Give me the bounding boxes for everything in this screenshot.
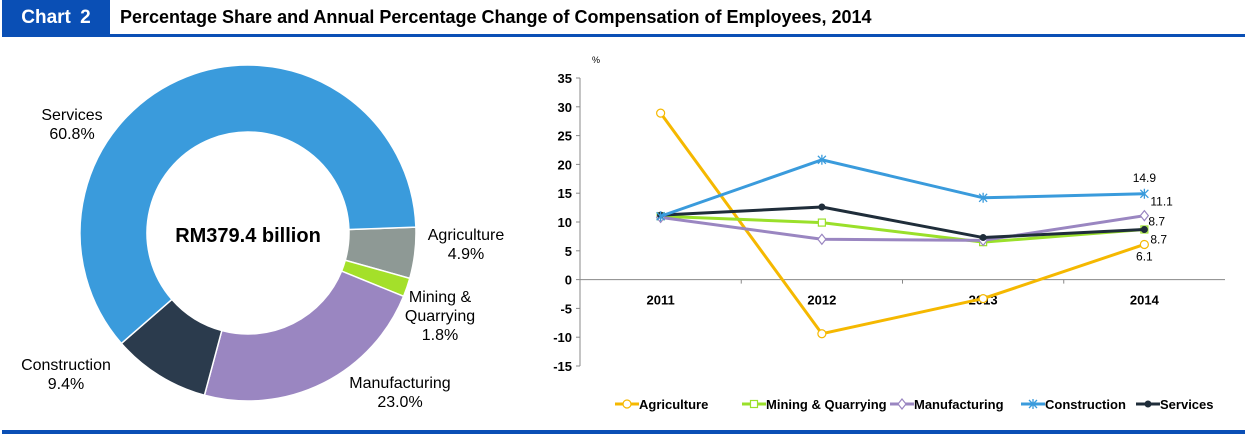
legend-item: Manufacturing [890,397,1004,412]
marker-circle [978,294,988,304]
slice-name: Construction [21,357,111,374]
y-tick-label: 30 [558,100,572,115]
series-agriculture [656,108,1149,339]
end-data-label: 6.1 [1136,249,1153,263]
series-line [660,158,1145,218]
marker-star [978,192,988,203]
marker-dot [818,203,826,211]
slice-name: Services [41,107,102,124]
y-tick-label: 25 [558,129,572,144]
series-line [660,214,1145,244]
slice-label: Construction 9.4% [21,357,111,393]
end-data-label: 8.7 [1148,214,1165,228]
legend-label: Manufacturing [914,397,1004,412]
footer-divider [2,430,1245,434]
donut-slice-services [79,64,417,345]
marker-star [656,211,666,222]
donut-slice-manufacturing [203,270,405,402]
end-data-label: 11.1 [1150,195,1173,209]
legend-item: Mining & Quarrying [742,397,887,412]
marker-dot [979,234,987,242]
slice-value: 23.0% [377,394,422,411]
chart-number: Chart 2 [2,0,110,35]
end-data-label: 8.7 [1150,232,1167,246]
header-divider [2,34,1245,37]
legend-item: Services [1136,397,1214,412]
legend-item: Agriculture [615,397,708,412]
marker-diamond [817,233,827,246]
series-line [659,112,1145,336]
marker-diamond [897,398,907,410]
y-tick-label: -10 [553,330,572,345]
marker-square [749,399,759,409]
slice-name: Manufacturing [349,375,450,392]
marker-star [1028,399,1038,409]
slice-label: Mining & Quarrying 1.8% [405,289,475,344]
legend-label: Mining & Quarrying [766,397,887,412]
marker-star [817,154,827,165]
x-tick-label: 2011 [647,293,675,308]
slice-value: 9.4% [48,376,84,393]
y-tick-label: -15 [553,359,572,374]
slice-label: Services 60.8% [41,107,102,143]
slice-name: Quarrying [405,308,475,325]
legend-label: Agriculture [639,397,708,412]
slice-name: Mining & [409,289,472,306]
slice-label: Manufacturing 23.0% [349,375,450,411]
legend-label: Services [1160,397,1214,412]
marker-circle [656,108,666,118]
slice-value: 1.8% [422,327,458,344]
marker-diamond [1139,209,1150,222]
marker-dot [1140,225,1148,233]
x-tick-label: 2012 [807,293,836,308]
slice-value: 4.9% [448,246,484,263]
slice-label: Agriculture 4.9% [428,227,505,263]
y-tick-label: -5 [560,301,572,316]
y-tick-label: 35 [558,71,572,86]
slice-value: 60.8% [49,126,94,143]
y-tick-label: 20 [558,157,572,172]
series-line [660,214,1145,242]
y-axis-label: % [592,55,600,65]
marker-dot [1144,400,1152,408]
chart-title: Percentage Share and Annual Percentage C… [120,7,872,27]
donut-center-label: RM379.4 billion [175,225,321,247]
x-tick-label: 2014 [1130,293,1160,308]
y-tick-label: 5 [565,244,572,259]
legend-label: Construction [1045,397,1126,412]
series-construction [656,154,1149,222]
marker-circle [622,399,632,409]
marker-star [1139,188,1149,199]
marker-circle [817,329,827,339]
end-data-label: 14.9 [1133,171,1157,185]
series-manufacturing [655,209,1150,247]
marker-square [817,218,826,227]
series-line [660,205,1145,240]
y-tick-label: 15 [558,186,572,201]
y-tick-label: 10 [558,215,572,230]
slice-name: Agriculture [428,227,505,244]
legend-item: Construction [1021,397,1126,412]
y-tick-label: 0 [565,273,572,288]
marker-circle [1139,239,1149,250]
